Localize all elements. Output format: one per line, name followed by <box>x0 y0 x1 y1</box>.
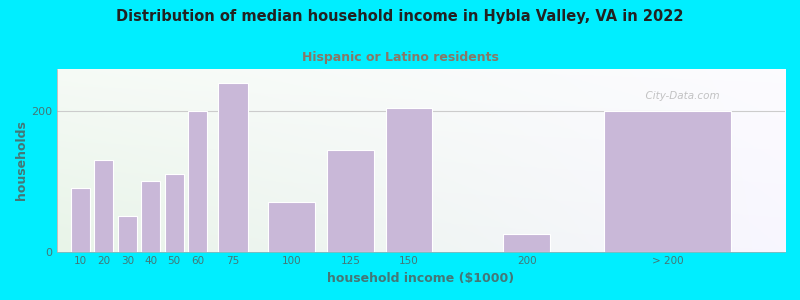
Bar <box>165 174 184 252</box>
Bar <box>94 160 114 252</box>
Bar <box>188 111 207 252</box>
Bar <box>503 234 550 252</box>
Bar <box>269 202 315 252</box>
Bar <box>218 83 248 252</box>
Bar <box>327 150 374 252</box>
Bar <box>386 108 432 252</box>
Bar <box>604 111 731 252</box>
Bar <box>70 188 90 252</box>
Text: City-Data.com: City-Data.com <box>639 91 720 101</box>
Bar <box>118 217 137 252</box>
Bar <box>142 182 160 252</box>
Y-axis label: households: households <box>15 120 28 200</box>
Text: Hispanic or Latino residents: Hispanic or Latino residents <box>302 51 498 64</box>
Text: Distribution of median household income in Hybla Valley, VA in 2022: Distribution of median household income … <box>116 9 684 24</box>
X-axis label: household income ($1000): household income ($1000) <box>327 272 514 285</box>
